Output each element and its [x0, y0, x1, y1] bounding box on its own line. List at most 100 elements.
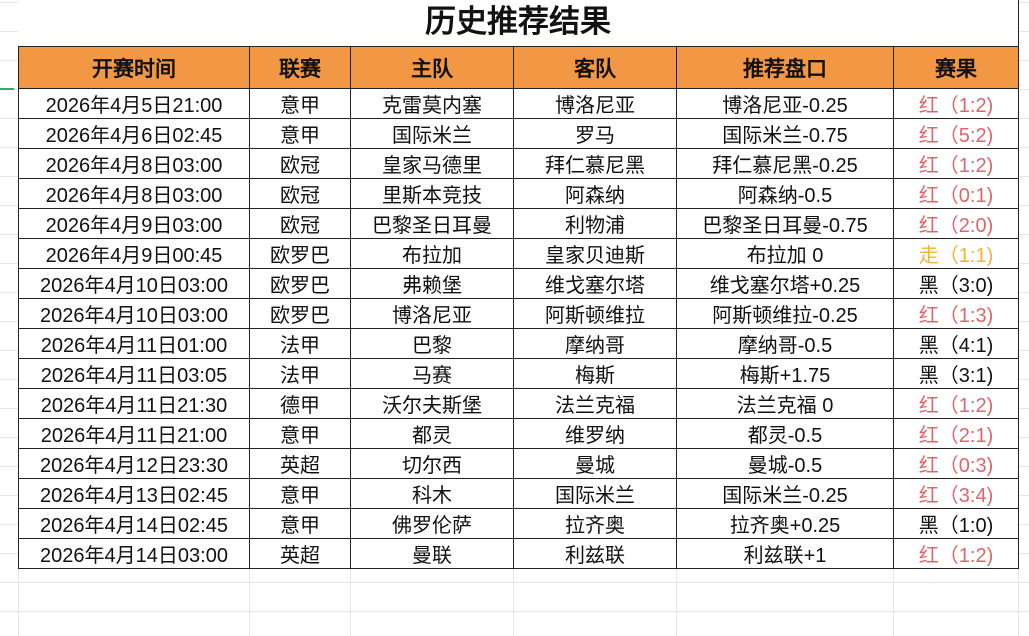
- away-team-cell[interactable]: 维戈塞尔塔: [513, 268, 677, 299]
- header-result[interactable]: 赛果: [893, 46, 1019, 89]
- home-team-cell[interactable]: 弗赖堡: [350, 268, 514, 299]
- league-cell[interactable]: 英超: [249, 448, 351, 479]
- away-team-cell[interactable]: 阿森纳: [513, 178, 677, 209]
- time-cell[interactable]: 2026年4月8日03:00: [18, 178, 250, 209]
- league-cell[interactable]: 德甲: [249, 388, 351, 419]
- result-cell[interactable]: 红（1:2): [893, 538, 1019, 569]
- time-cell[interactable]: 2026年4月11日21:30: [18, 388, 250, 419]
- pick-cell[interactable]: 利兹联+1: [676, 538, 894, 569]
- result-cell[interactable]: 走（1:1): [893, 238, 1019, 269]
- league-cell[interactable]: 欧罗巴: [249, 238, 351, 269]
- result-cell[interactable]: 黑（4:1): [893, 328, 1019, 359]
- away-team-cell[interactable]: 利兹联: [513, 538, 677, 569]
- header-home[interactable]: 主队: [350, 46, 514, 89]
- league-cell[interactable]: 法甲: [249, 358, 351, 389]
- time-cell[interactable]: 2026年4月13日02:45: [18, 478, 250, 509]
- pick-cell[interactable]: 阿斯顿维拉-0.25: [676, 298, 894, 329]
- league-cell[interactable]: 意甲: [249, 418, 351, 449]
- home-team-cell[interactable]: 沃尔夫斯堡: [350, 388, 514, 419]
- pick-cell[interactable]: 曼城-0.5: [676, 448, 894, 479]
- home-team-cell[interactable]: 巴黎圣日耳曼: [350, 208, 514, 239]
- pick-cell[interactable]: 拉齐奥+0.25: [676, 508, 894, 539]
- home-team-cell[interactable]: 马赛: [350, 358, 514, 389]
- result-cell[interactable]: 红（2:0): [893, 208, 1019, 239]
- pick-cell[interactable]: 博洛尼亚-0.25: [676, 88, 894, 119]
- away-team-cell[interactable]: 罗马: [513, 118, 677, 149]
- pick-cell[interactable]: 法兰克福 0: [676, 388, 894, 419]
- league-cell[interactable]: 英超: [249, 538, 351, 569]
- pick-cell[interactable]: 都灵-0.5: [676, 418, 894, 449]
- result-cell[interactable]: 红（2:1): [893, 418, 1019, 449]
- time-cell[interactable]: 2026年4月11日01:00: [18, 328, 250, 359]
- time-cell[interactable]: 2026年4月14日02:45: [18, 508, 250, 539]
- pick-cell[interactable]: 梅斯+1.75: [676, 358, 894, 389]
- away-team-cell[interactable]: 博洛尼亚: [513, 88, 677, 119]
- time-cell[interactable]: 2026年4月11日03:05: [18, 358, 250, 389]
- home-team-cell[interactable]: 国际米兰: [350, 118, 514, 149]
- time-cell[interactable]: 2026年4月6日02:45: [18, 118, 250, 149]
- home-team-cell[interactable]: 巴黎: [350, 328, 514, 359]
- league-cell[interactable]: 欧罗巴: [249, 268, 351, 299]
- result-cell[interactable]: 红（1:2): [893, 88, 1019, 119]
- time-cell[interactable]: 2026年4月9日03:00: [18, 208, 250, 239]
- result-cell[interactable]: 红（5:2): [893, 118, 1019, 149]
- pick-cell[interactable]: 阿森纳-0.5: [676, 178, 894, 209]
- away-team-cell[interactable]: 曼城: [513, 448, 677, 479]
- pick-cell[interactable]: 摩纳哥-0.5: [676, 328, 894, 359]
- away-team-cell[interactable]: 维罗纳: [513, 418, 677, 449]
- header-time[interactable]: 开赛时间: [18, 46, 250, 89]
- away-team-cell[interactable]: 法兰克福: [513, 388, 677, 419]
- result-cell[interactable]: 红（1:3): [893, 298, 1019, 329]
- league-cell[interactable]: 意甲: [249, 478, 351, 509]
- result-cell[interactable]: 黑（3:0): [893, 268, 1019, 299]
- league-cell[interactable]: 意甲: [249, 88, 351, 119]
- home-team-cell[interactable]: 皇家马德里: [350, 148, 514, 179]
- home-team-cell[interactable]: 曼联: [350, 538, 514, 569]
- pick-cell[interactable]: 国际米兰-0.25: [676, 478, 894, 509]
- away-team-cell[interactable]: 拉齐奥: [513, 508, 677, 539]
- pick-cell[interactable]: 巴黎圣日耳曼-0.75: [676, 208, 894, 239]
- league-cell[interactable]: 法甲: [249, 328, 351, 359]
- pick-cell[interactable]: 国际米兰-0.75: [676, 118, 894, 149]
- home-team-cell[interactable]: 博洛尼亚: [350, 298, 514, 329]
- result-cell[interactable]: 红（0:1): [893, 178, 1019, 209]
- home-team-cell[interactable]: 布拉加: [350, 238, 514, 269]
- time-cell[interactable]: 2026年4月10日03:00: [18, 298, 250, 329]
- time-cell[interactable]: 2026年4月8日03:00: [18, 148, 250, 179]
- away-team-cell[interactable]: 皇家贝迪斯: [513, 238, 677, 269]
- header-away[interactable]: 客队: [513, 46, 677, 89]
- result-cell[interactable]: 红（0:3): [893, 448, 1019, 479]
- league-cell[interactable]: 欧冠: [249, 208, 351, 239]
- league-cell[interactable]: 欧冠: [249, 148, 351, 179]
- result-cell[interactable]: 红（1:2): [893, 388, 1019, 419]
- home-team-cell[interactable]: 佛罗伦萨: [350, 508, 514, 539]
- away-team-cell[interactable]: 国际米兰: [513, 478, 677, 509]
- away-team-cell[interactable]: 摩纳哥: [513, 328, 677, 359]
- time-cell[interactable]: 2026年4月5日21:00: [18, 88, 250, 119]
- away-team-cell[interactable]: 阿斯顿维拉: [513, 298, 677, 329]
- home-team-cell[interactable]: 切尔西: [350, 448, 514, 479]
- away-team-cell[interactable]: 利物浦: [513, 208, 677, 239]
- away-team-cell[interactable]: 拜仁慕尼黑: [513, 148, 677, 179]
- time-cell[interactable]: 2026年4月9日00:45: [18, 238, 250, 269]
- home-team-cell[interactable]: 科木: [350, 478, 514, 509]
- home-team-cell[interactable]: 都灵: [350, 418, 514, 449]
- league-cell[interactable]: 意甲: [249, 508, 351, 539]
- league-cell[interactable]: 欧罗巴: [249, 298, 351, 329]
- header-league[interactable]: 联赛: [249, 46, 351, 89]
- result-cell[interactable]: 黑（1:0): [893, 508, 1019, 539]
- league-cell[interactable]: 欧冠: [249, 178, 351, 209]
- pick-cell[interactable]: 拜仁慕尼黑-0.25: [676, 148, 894, 179]
- league-cell[interactable]: 意甲: [249, 118, 351, 149]
- result-cell[interactable]: 红（1:2): [893, 148, 1019, 179]
- time-cell[interactable]: 2026年4月11日21:00: [18, 418, 250, 449]
- header-pick[interactable]: 推荐盘口: [676, 46, 894, 89]
- away-team-cell[interactable]: 梅斯: [513, 358, 677, 389]
- pick-cell[interactable]: 维戈塞尔塔+0.25: [676, 268, 894, 299]
- time-cell[interactable]: 2026年4月10日03:00: [18, 268, 250, 299]
- time-cell[interactable]: 2026年4月14日03:00: [18, 538, 250, 569]
- result-cell[interactable]: 黑（3:1): [893, 358, 1019, 389]
- home-team-cell[interactable]: 里斯本竞技: [350, 178, 514, 209]
- home-team-cell[interactable]: 克雷莫内塞: [350, 88, 514, 119]
- pick-cell[interactable]: 布拉加 0: [676, 238, 894, 269]
